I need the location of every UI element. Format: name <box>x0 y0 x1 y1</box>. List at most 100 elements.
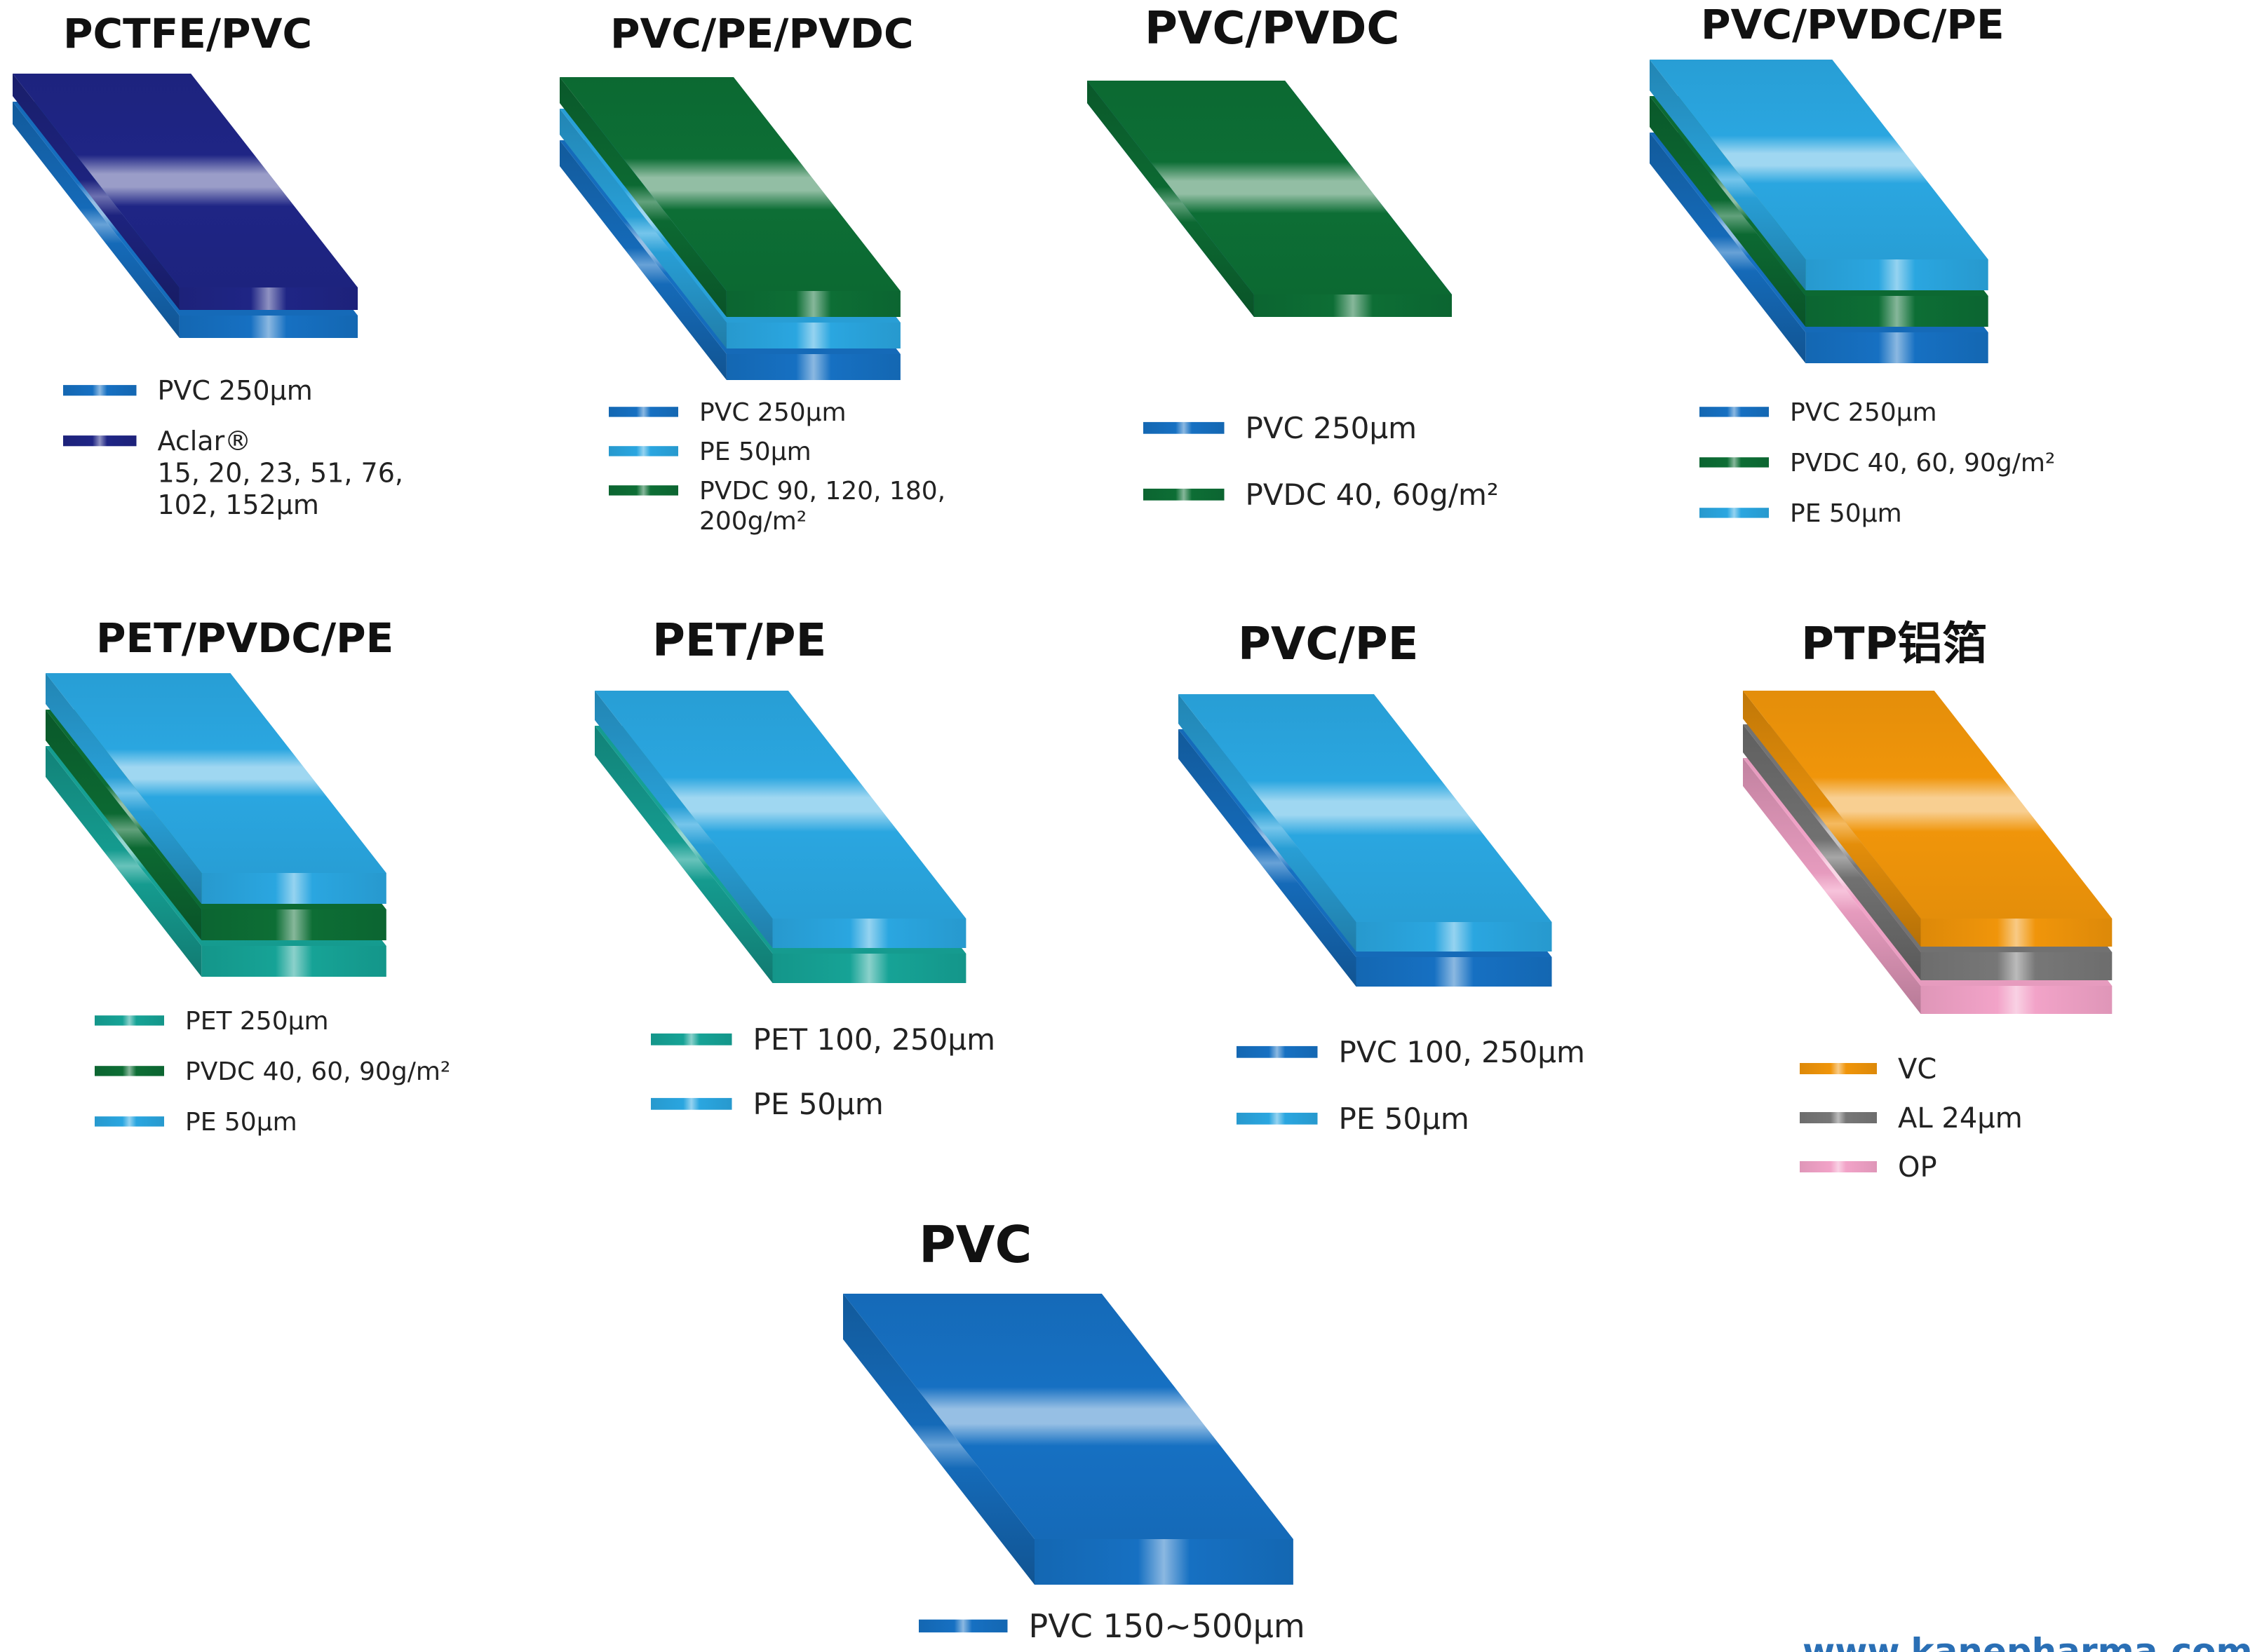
legend-label: PE 50μm <box>753 1087 884 1121</box>
layer-side-face <box>46 710 202 940</box>
layer-side-face <box>46 673 202 904</box>
legend-swatch <box>1800 1112 1877 1123</box>
legend-swatch <box>1699 407 1769 417</box>
layer-front-face <box>201 873 386 904</box>
legend-item-pe: PE 50μm <box>1237 1102 1469 1136</box>
layer-vc <box>1743 691 2113 947</box>
legend-label: PE 50μm <box>699 438 811 466</box>
legend-item-pvc: PVC 150~500μm <box>919 1607 1305 1645</box>
legend-swatch <box>1699 508 1769 518</box>
legend-swatch <box>95 1015 164 1026</box>
panel-title: PVC/PVDC/PE <box>1701 1 2005 48</box>
panel-title: PET/PVDC/PE <box>96 614 393 662</box>
legend-item-pctfe: Aclar®15, 20, 23, 51, 76,102, 152μm <box>63 426 403 520</box>
legend-label: PVDC 40, 60, 90g/m² <box>185 1057 450 1086</box>
panel-title: PVC/PE <box>1238 618 1418 670</box>
layer-front-face <box>726 323 901 348</box>
layer-front-face <box>1920 952 2113 980</box>
layer-front-face <box>1035 1539 1293 1585</box>
layer-front-face <box>772 954 966 983</box>
layer-front-face <box>1805 332 1988 363</box>
layer-front-face <box>726 354 901 380</box>
panel-title: PVC/PVDC <box>1145 3 1399 55</box>
layer-front-face <box>1920 919 2113 947</box>
layer-front-face <box>179 287 358 310</box>
panel-pvc-pe-pvdc: PVC/PE/PVDC PVC 250μm PE 50μm PVDC 90, 120,… <box>560 10 945 536</box>
layer-front-face <box>201 946 386 977</box>
layer-side-face <box>560 109 727 348</box>
legend-item-vc: VC <box>1800 1053 1936 1085</box>
legend-swatch <box>609 407 678 417</box>
legend-swatch <box>1143 421 1225 434</box>
legend-item-pvdc: PVDC 40, 60, 90g/m² <box>95 1057 450 1086</box>
layer-front-face <box>1253 294 1452 317</box>
layer-side-face <box>1178 729 1356 987</box>
layer-top-face <box>13 74 358 287</box>
legend-label: PET 100, 250μm <box>753 1022 996 1057</box>
legend-swatch <box>1800 1063 1877 1074</box>
panel-title: PCTFE/PVC <box>63 10 312 57</box>
legend-item-pvdc: PVDC 40, 60g/m² <box>1143 478 1499 512</box>
legend-item-pe: PE 50μm <box>95 1108 297 1137</box>
layer-pvdc <box>560 77 901 317</box>
legend-label: 102, 152μm <box>158 489 319 520</box>
layer-side-face <box>560 77 727 317</box>
legend-label: PVDC 40, 60g/m² <box>1246 478 1499 512</box>
legend-label: PVC 250μm <box>1790 398 1937 427</box>
layer-pe <box>46 673 386 904</box>
layer-pvc <box>843 1294 1293 1585</box>
layer-pvdc <box>1087 81 1452 317</box>
legend-label: PVC 250μm <box>158 375 313 406</box>
legend-item-pvdc: PVDC 40, 60, 90g/m² <box>1699 449 2055 478</box>
panel-pvc-pe: PVC/PE PVC 100, 250μm PE 50μm <box>1178 618 1585 1136</box>
panel-title: PTP铝箔 <box>1801 618 1987 670</box>
layer-front-face <box>1805 296 1988 327</box>
layer-side-face <box>1178 694 1356 952</box>
legend-item-pe: PE 50μm <box>609 438 811 466</box>
layer-pe <box>1650 60 1988 290</box>
layer-front-face <box>1805 259 1988 290</box>
layer-front-face <box>1356 922 1552 952</box>
legend-label: PE 50μm <box>1339 1102 1469 1136</box>
layer-side-face <box>13 74 180 310</box>
legend-swatch <box>651 1033 732 1045</box>
legend-item-pvdc: PVDC 90, 120, 180,200g/m² <box>609 477 945 536</box>
legend-label: PE 50μm <box>185 1108 297 1137</box>
layer-front-face <box>726 291 901 317</box>
layer-front-face <box>1356 957 1552 987</box>
layer-top-face <box>1087 81 1452 294</box>
panel-title: PVC <box>919 1215 1032 1274</box>
legend-swatch <box>63 385 137 396</box>
legend-label: PVC 250μm <box>1246 411 1417 445</box>
layer-top-face <box>595 691 966 919</box>
legend-swatch <box>95 1116 164 1127</box>
legend-item-pvc: PVC 250μm <box>609 398 847 427</box>
layer-pe <box>595 691 966 948</box>
legend-swatch <box>1237 1112 1318 1125</box>
legend-item-pvc: PVC 250μm <box>63 375 313 406</box>
panel-pvc-pvdc-pe: PVC/PVDC/PE PVC 250μm PVDC 40, 60, 90g/m² P… <box>1650 1 2055 528</box>
legend-swatch <box>609 485 678 496</box>
legend-swatch <box>95 1066 164 1076</box>
legend-label: AL 24μm <box>1898 1102 2023 1135</box>
layer-front-face <box>1920 986 2113 1014</box>
legend-swatch <box>919 1619 1008 1633</box>
panel-ptp-: PTP铝箔 VC AL 24μm OP <box>1743 618 2113 1184</box>
panel-pctfe-pvc: PCTFE/PVC PVC 250μm Aclar®15, 20, 23, 51, … <box>13 10 403 520</box>
legend-label: PE 50μm <box>1790 499 1902 528</box>
panel-title: PET/PE <box>652 615 826 667</box>
layer-side-face <box>595 726 773 983</box>
legend-item-op: OP <box>1800 1151 1937 1184</box>
layer-side-face <box>1743 724 1921 980</box>
legend-swatch <box>1699 457 1769 468</box>
layer-side-face <box>1650 96 1806 327</box>
layer-side-face <box>1650 133 1806 363</box>
legend-item-al: AL 24μm <box>1800 1102 2023 1135</box>
legend-swatch <box>1800 1161 1877 1172</box>
layer-front-face <box>201 909 386 940</box>
legend-label: VC <box>1898 1053 1936 1085</box>
legend-label: OP <box>1898 1151 1937 1184</box>
legend-label: PVC 100, 250μm <box>1339 1035 1585 1069</box>
layer-top-face <box>46 673 386 873</box>
